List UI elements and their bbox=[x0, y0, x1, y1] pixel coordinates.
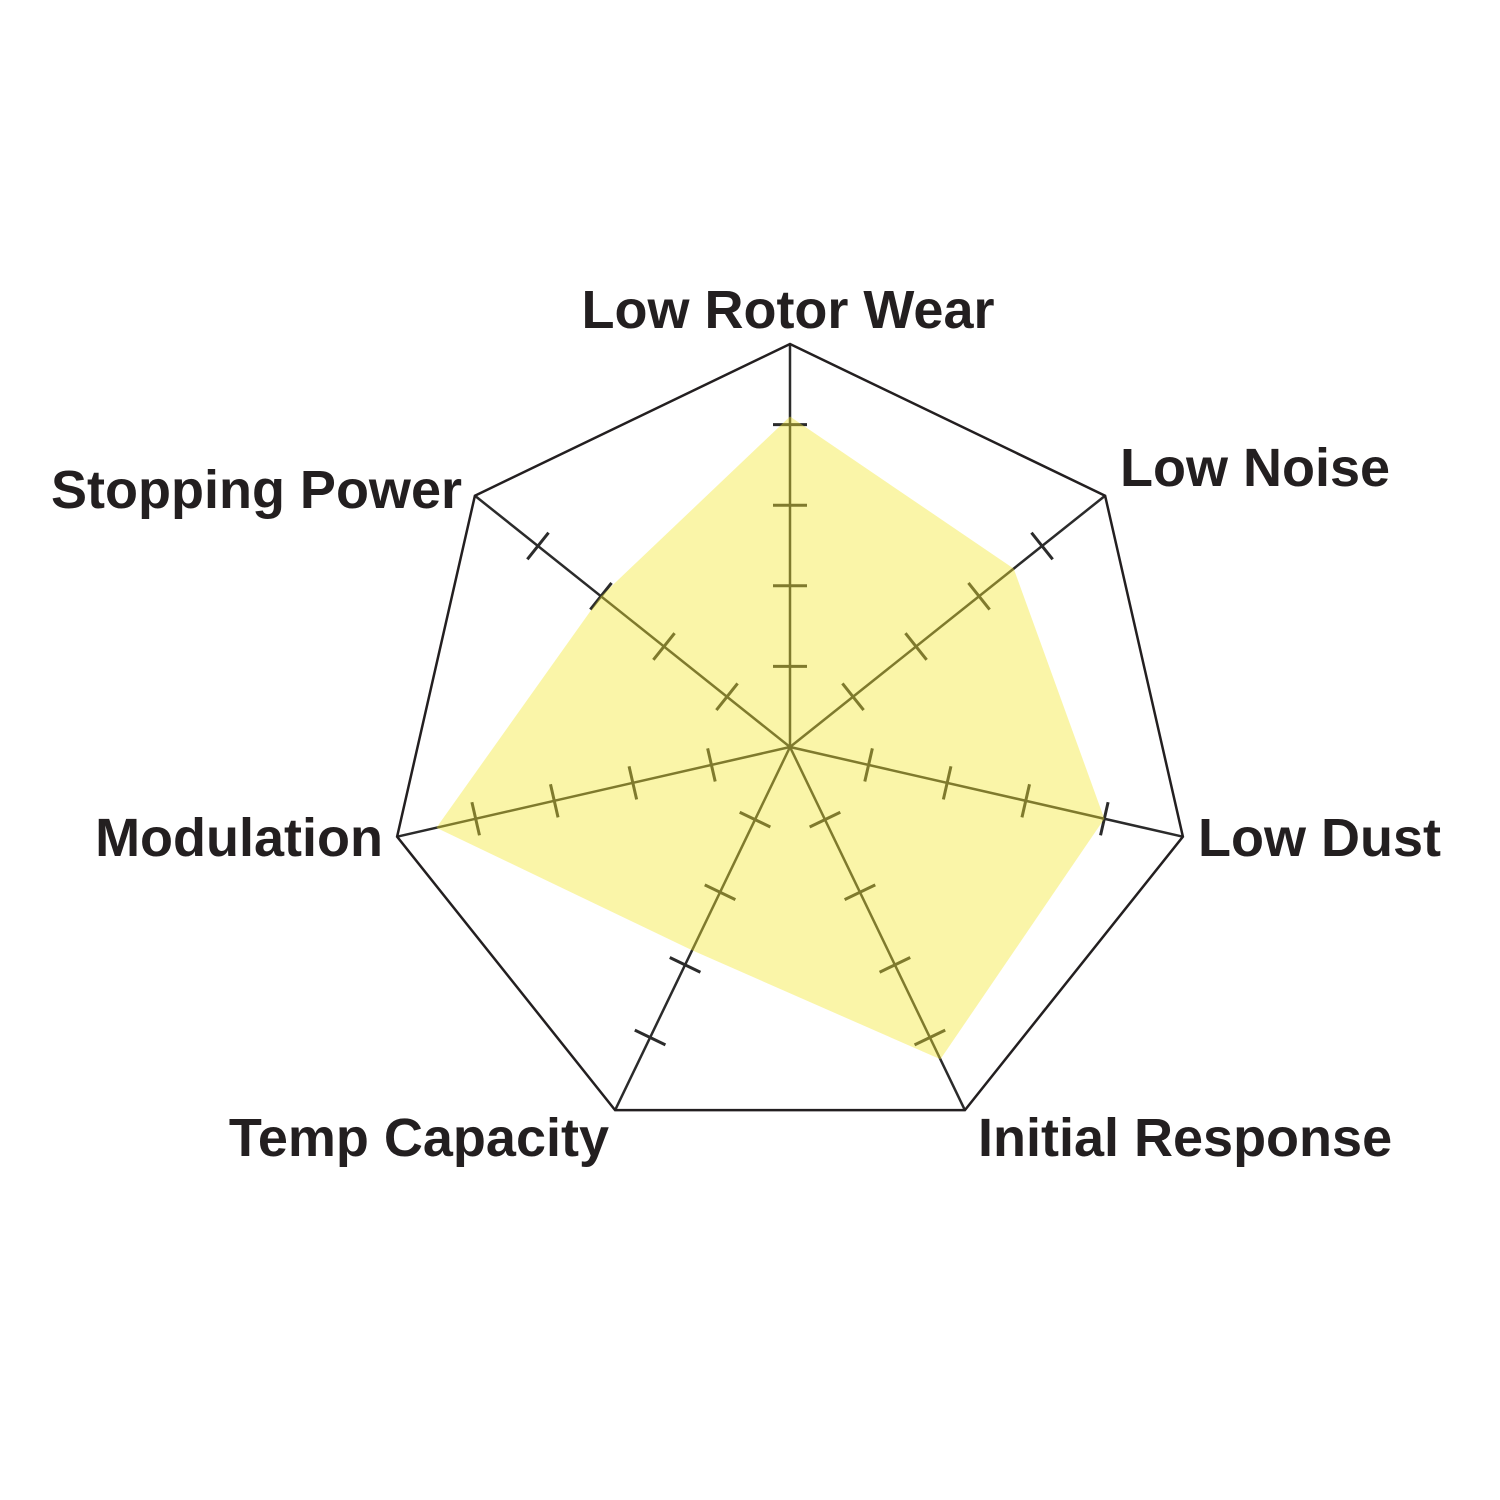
axis-tick bbox=[863, 748, 874, 782]
axis-tick bbox=[809, 810, 841, 829]
axis-labels-group: Low Rotor Wear Low Noise Low Dust Initial R… bbox=[51, 280, 1441, 1168]
axis-tick bbox=[1020, 783, 1031, 818]
axis-spoke-initial-response bbox=[788, 746, 966, 1111]
axis-spoke-stopping-power bbox=[474, 494, 791, 748]
axis-tick bbox=[652, 632, 676, 661]
axis-tick bbox=[669, 956, 702, 974]
axis-tick bbox=[526, 531, 550, 561]
axis-label-temp-capacity: Temp Capacity bbox=[229, 1108, 609, 1168]
axis-tick bbox=[1099, 801, 1110, 836]
axis-tick bbox=[941, 765, 953, 800]
axis-label-low-dust: Low Dust bbox=[1198, 808, 1441, 868]
axis-tick bbox=[704, 883, 737, 901]
axis-tick bbox=[739, 810, 771, 829]
axis-spoke-temp-capacity bbox=[614, 746, 792, 1111]
axis-tick bbox=[706, 748, 717, 782]
axis-tick bbox=[913, 1028, 946, 1047]
axis-label-modulation: Modulation bbox=[95, 808, 383, 868]
radar-fill-series-brake-pad-performance bbox=[436, 416, 1105, 1060]
radar-outline bbox=[395, 342, 1185, 1112]
axis-tick bbox=[841, 682, 865, 711]
axis-label-low-rotor-wear: Low Rotor Wear bbox=[581, 280, 994, 340]
axis-tick bbox=[589, 582, 613, 611]
axis-tick bbox=[878, 956, 911, 974]
axis-tick bbox=[634, 1028, 667, 1047]
axis-tick bbox=[470, 801, 481, 836]
axes-group bbox=[396, 344, 1184, 1111]
axis-spoke-modulation bbox=[396, 745, 791, 838]
axis-tick bbox=[715, 682, 739, 711]
axis-tick bbox=[904, 632, 928, 661]
axis-tick bbox=[549, 783, 560, 818]
axis-spoke-low-dust bbox=[789, 745, 1184, 838]
axis-spoke-low-noise bbox=[789, 494, 1106, 748]
axis-label-initial-response: Initial Response bbox=[978, 1108, 1392, 1168]
axis-tick bbox=[627, 765, 639, 800]
axis-label-stopping-power: Stopping Power bbox=[51, 460, 462, 520]
axis-label-low-noise: Low Noise bbox=[1120, 438, 1390, 498]
axis-tick bbox=[967, 582, 991, 611]
axis-tick bbox=[843, 883, 876, 901]
axis-tick bbox=[1030, 531, 1054, 561]
